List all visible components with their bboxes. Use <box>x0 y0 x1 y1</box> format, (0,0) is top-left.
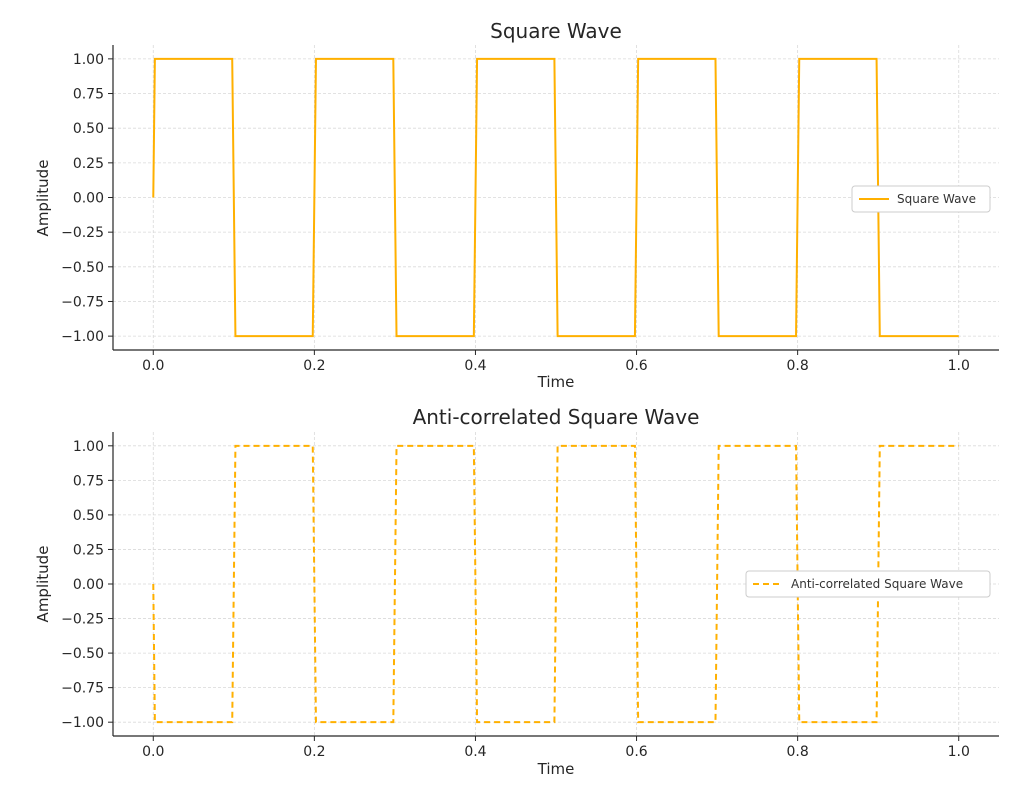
series-line <box>152 444 959 724</box>
y-tick-label: 1.00 <box>73 439 104 455</box>
chart-panel-top: Square Wave 0.0 0.2 0.4 0.6 0.8 1.01.000.750.… <box>34 19 999 391</box>
grid <box>113 432 999 736</box>
y-tick-label: 1.00 <box>73 52 104 68</box>
y-tick-label: −0.25 <box>61 612 104 628</box>
chart-title: Square Wave <box>490 19 622 43</box>
series-layer <box>152 57 959 338</box>
y-axis-label: Amplitude <box>34 546 52 623</box>
x-tick-label: 0.6 <box>625 744 647 760</box>
chart-title: Anti-correlated Square Wave <box>413 405 700 429</box>
axis-spines <box>112 45 999 351</box>
axis-ticks: 0.0 0.2 0.4 0.6 0.8 1.0 1.00 0.75 0.50 0.25 0.00 −0… <box>61 52 970 374</box>
y-tick-label: 0.25 <box>73 156 104 172</box>
y-tick-label: −1.00 <box>61 329 104 345</box>
y-axis-label: Amplitude <box>34 160 52 237</box>
y-tick-label: 0.75 <box>73 87 104 103</box>
x-tick-label: 0.8 <box>787 358 809 374</box>
x-tick-label: 0.8 <box>787 744 809 760</box>
axis-spines <box>112 432 999 737</box>
y-tick-label: 0.50 <box>73 121 104 137</box>
legend-box <box>745 570 991 598</box>
y-tick-label: 0.25 <box>73 542 104 558</box>
legend-label: Square Wave <box>897 192 976 206</box>
x-tick-label: 1.0 <box>948 744 970 760</box>
x-tick-label: 0.6 <box>625 358 647 374</box>
y-tick-label: 0.50 <box>73 508 104 524</box>
x-tick-label: 1.0 <box>948 358 970 374</box>
x-axis-label: Time <box>537 373 575 391</box>
legend: Square Wave <box>851 185 991 213</box>
x-tick-label: 0.0 <box>142 358 164 374</box>
chart-panel-bottom: Anti-correlated Square Wave 0.0 0.2 0.4 0.6… <box>34 405 999 778</box>
series-layer <box>152 444 959 724</box>
y-tick-label: 0.00 <box>73 191 104 207</box>
x-tick-label: 0.0 <box>142 744 164 760</box>
y-tick-label: −0.50 <box>61 646 104 662</box>
y-tick-label: −0.25 <box>61 225 104 241</box>
legend: Anti-correlated Square Wave <box>745 570 991 598</box>
legend-label: Anti-correlated Square Wave <box>791 577 963 591</box>
series-line <box>152 57 959 338</box>
x-tick-label: 0.2 <box>303 358 325 374</box>
x-axis-label: Time <box>537 760 575 778</box>
x-tick-label: 0.2 <box>303 744 325 760</box>
y-tick-label: −0.50 <box>61 260 104 276</box>
y-tick-label: 0.75 <box>73 473 104 489</box>
axis-ticks: 0.0 0.2 0.4 0.6 0.8 1.0 1.00 0.75 0.50 0.25 0.00 −0… <box>61 439 970 760</box>
y-tick-label: 0.00 <box>73 577 104 593</box>
y-tick-label: −1.00 <box>61 715 104 731</box>
y-tick-label: −0.75 <box>61 681 104 697</box>
legend-box <box>851 185 991 213</box>
x-tick-label: 0.4 <box>464 358 486 374</box>
y-tick-label: −0.75 <box>61 294 104 310</box>
x-tick-label: 0.4 <box>464 744 486 760</box>
